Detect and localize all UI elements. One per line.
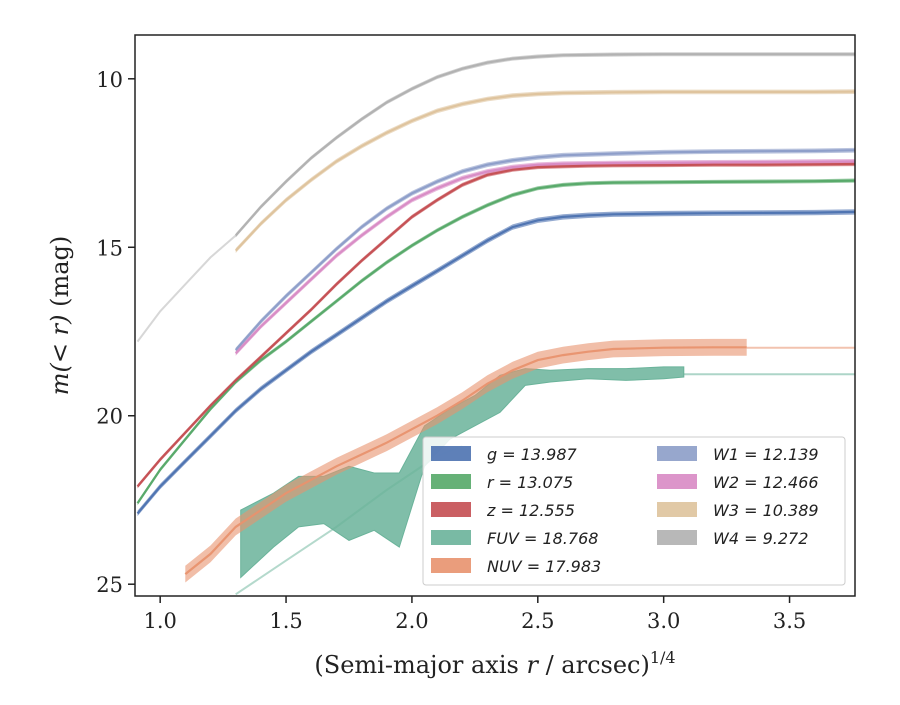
- series-w2-line: [234, 160, 856, 355]
- series-w4-faint-line: [136, 234, 237, 343]
- legend-swatch-w2: [657, 474, 697, 489]
- legend-box: [422, 436, 846, 586]
- series-w3-band: [235, 89, 855, 253]
- series-w1-line: [234, 149, 856, 351]
- legend-swatch-w4: [657, 530, 697, 545]
- x-tick-label: 1.5: [269, 609, 302, 633]
- series-fuv-band: [240, 366, 685, 579]
- axis-ticks: 1.0 1.5 2.0 2.5 3.0 3.5 10 15 20 25: [96, 68, 806, 633]
- legend-label-w4: W4 = 9.272: [713, 529, 808, 548]
- legend: g = 13.987 r = 13.075 z = 12.555 FUV = 18.7…: [422, 436, 846, 586]
- series-g-line: [136, 210, 856, 515]
- legend-label-r: r = 13.075: [487, 473, 573, 492]
- legend-swatch-w1: [657, 446, 697, 461]
- legend-swatch-w3: [657, 502, 697, 517]
- legend-swatch-z: [431, 502, 471, 517]
- series-r-line: [136, 179, 856, 504]
- series-z-line: [136, 162, 856, 488]
- series-lines: [136, 53, 856, 596]
- plot-frame: [134, 34, 856, 597]
- x-tick-label: 2.0: [395, 609, 428, 633]
- x-axis-label: (Semi-major axis r / arcsec)1/4: [314, 648, 675, 679]
- y-tick-label: 20: [96, 405, 123, 429]
- legend-label-w1: W1 = 12.139: [713, 445, 819, 464]
- x-tick-label: 2.5: [521, 609, 554, 633]
- y-tick-label: 15: [96, 236, 123, 260]
- series-w1-band: [235, 147, 855, 353]
- legend-label-g: g = 13.987: [487, 445, 578, 464]
- series-w4-line: [234, 53, 855, 237]
- legend-label-w3: W3 = 10.389: [713, 501, 819, 520]
- x-tick-label: 3.0: [647, 609, 680, 633]
- series-w3-line: [234, 90, 856, 252]
- y-axis-label: m(< r) (mag): [46, 236, 74, 396]
- x-tick-label: 1.0: [143, 609, 176, 633]
- legend-swatch-g: [431, 446, 471, 461]
- legend-label-z: z = 12.555: [486, 501, 575, 520]
- legend-swatch-fuv: [431, 530, 471, 545]
- legend-swatch-r: [431, 474, 471, 489]
- series-nuv-line: [184, 346, 747, 575]
- x-tick-label: 3.5: [773, 609, 806, 633]
- legend-swatch-nuv: [431, 558, 471, 573]
- legend-label-fuv: FUV = 18.768: [487, 529, 598, 548]
- legend-label-w2: W2 = 12.466: [713, 473, 819, 492]
- series-w4-band: [235, 52, 855, 238]
- legend-label-nuv: NUV = 17.983: [487, 557, 601, 576]
- y-tick-label: 10: [96, 68, 123, 92]
- y-tick-label: 25: [96, 573, 123, 597]
